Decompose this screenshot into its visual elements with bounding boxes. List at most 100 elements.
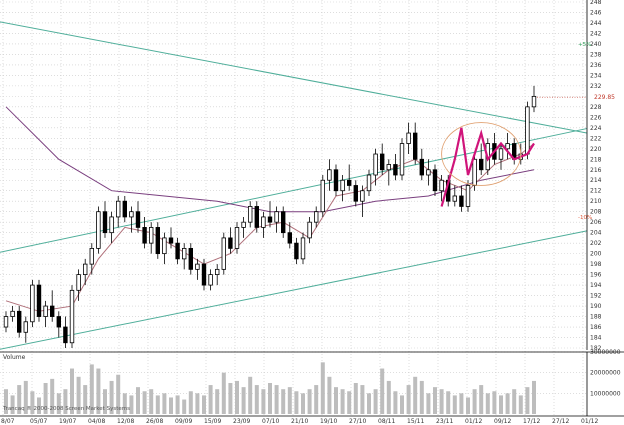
date-tick-label: 23/09 xyxy=(233,418,250,425)
trendline-channel-lower xyxy=(0,230,587,350)
volume-bar xyxy=(254,385,259,414)
candle-body xyxy=(373,153,378,176)
volume-bar xyxy=(175,395,180,414)
volume-bar xyxy=(373,389,378,414)
price-tick-label: 210 xyxy=(590,198,602,205)
price-tick-label: 234 xyxy=(590,72,602,79)
price-tick-label: 238 xyxy=(590,51,602,58)
price-tick-label: 224 xyxy=(590,125,602,132)
volume-bars xyxy=(4,362,536,414)
volume-bar xyxy=(162,393,167,414)
volume-bar xyxy=(142,391,147,414)
price-tick-label: 226 xyxy=(590,114,602,121)
volume-bar xyxy=(63,389,68,414)
annotation-label: +5% xyxy=(578,42,591,48)
candle-body xyxy=(274,211,279,223)
volume-bar xyxy=(472,389,477,414)
candle-body xyxy=(379,153,385,171)
candle-body xyxy=(320,179,325,213)
date-tick-label: 17/12 xyxy=(523,418,540,425)
price-tick-label: 198 xyxy=(590,261,602,268)
volume-bar xyxy=(50,378,55,414)
date-tick-label: 09/09 xyxy=(175,418,192,425)
volume-bar xyxy=(202,395,206,414)
price-tick-label: 242 xyxy=(590,30,602,37)
date-tick-label: 08/11 xyxy=(378,418,395,425)
volume-bar xyxy=(70,368,74,414)
candle-body xyxy=(300,237,306,260)
candle-body xyxy=(162,237,167,255)
volume-bar xyxy=(446,391,451,414)
volume-bar xyxy=(109,380,114,414)
volume-bar xyxy=(340,389,345,414)
volume-bar xyxy=(419,380,424,414)
candle-body xyxy=(327,169,332,181)
price-tick-label: 240 xyxy=(590,41,602,48)
volume-bar xyxy=(301,393,305,414)
candle-body xyxy=(280,211,286,234)
price-tick-label: 186 xyxy=(590,324,602,331)
volume-bar xyxy=(413,376,418,414)
volume-bar xyxy=(327,376,332,414)
volume-bar xyxy=(4,389,8,414)
candle-body xyxy=(465,185,471,207)
candle-body xyxy=(109,216,114,234)
candle-body xyxy=(56,316,61,328)
date-tick-label: 09/12 xyxy=(494,418,511,425)
candle-body xyxy=(129,211,134,218)
candle-body xyxy=(313,211,319,223)
candle-body xyxy=(439,179,444,192)
candle-body xyxy=(393,164,398,176)
candle-body xyxy=(83,263,88,276)
candle-body xyxy=(155,227,160,255)
volume-bar xyxy=(149,389,154,414)
volume-bar xyxy=(235,380,239,414)
candles xyxy=(3,85,537,348)
volume-bar xyxy=(281,389,286,414)
price-tick-label: 206 xyxy=(590,219,602,226)
candle-body xyxy=(102,211,108,234)
price-tick-label: 202 xyxy=(590,240,602,247)
volume-bar xyxy=(195,393,200,414)
price-tick-label: 190 xyxy=(590,303,602,310)
volume-bar xyxy=(155,395,160,414)
candle-body xyxy=(241,221,246,228)
volume-bar xyxy=(459,393,464,414)
candle-body xyxy=(181,247,187,260)
date-tick-label: 04/08 xyxy=(88,418,105,425)
candle-body xyxy=(69,289,75,344)
candle-body xyxy=(228,237,233,249)
volume-bar xyxy=(43,383,48,414)
price-tick-label: 208 xyxy=(590,209,602,216)
volume-bar xyxy=(17,385,22,414)
volume-bar xyxy=(492,391,497,414)
candle-body xyxy=(247,206,253,223)
volume-bar xyxy=(228,383,233,414)
date-tick-label: 15/11 xyxy=(407,418,424,425)
volume-bar xyxy=(347,391,352,414)
candle-body xyxy=(254,206,259,228)
candle-body xyxy=(214,268,220,276)
volume-tick-label: 10000000 xyxy=(590,390,621,397)
price-tick-label: 222 xyxy=(590,135,602,142)
candle-body xyxy=(346,179,352,186)
price-tick-label: 192 xyxy=(590,293,602,300)
volume-tick-label: 20000000 xyxy=(590,370,621,377)
date-tick-label: 21/10 xyxy=(291,418,308,425)
candle-body xyxy=(36,284,42,317)
candle-body xyxy=(201,263,207,286)
volume-bar xyxy=(76,376,81,414)
volume-bar xyxy=(518,395,523,414)
volume-bar xyxy=(307,389,312,414)
volume-bar xyxy=(188,391,193,414)
candle-body xyxy=(287,232,292,244)
price-tick-label: 232 xyxy=(590,83,602,90)
price-tick-label: 196 xyxy=(590,272,602,279)
candle-body xyxy=(135,211,141,228)
price-tick-label: 214 xyxy=(590,177,602,184)
volume-bar xyxy=(89,364,94,414)
candle-body xyxy=(142,227,147,244)
candle-body xyxy=(30,284,35,323)
volume-bar xyxy=(116,374,121,414)
